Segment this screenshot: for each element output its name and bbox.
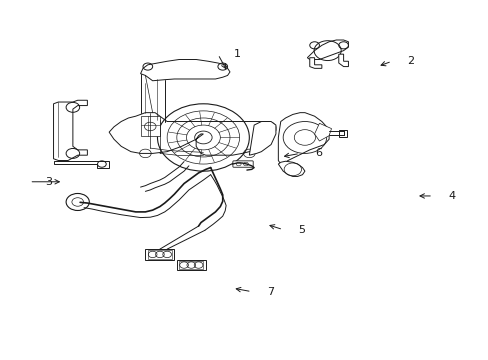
- Polygon shape: [249, 122, 275, 155]
- Polygon shape: [309, 58, 321, 68]
- Text: 4: 4: [447, 191, 455, 201]
- Text: 1: 1: [233, 49, 240, 59]
- Text: 2: 2: [407, 56, 414, 66]
- Polygon shape: [140, 116, 160, 136]
- Text: 7: 7: [266, 287, 274, 297]
- Polygon shape: [53, 100, 87, 161]
- FancyBboxPatch shape: [232, 161, 253, 167]
- Polygon shape: [177, 260, 205, 270]
- Polygon shape: [338, 54, 348, 67]
- FancyBboxPatch shape: [338, 130, 347, 137]
- Text: 6: 6: [315, 148, 322, 158]
- Polygon shape: [145, 249, 174, 260]
- Polygon shape: [140, 59, 229, 81]
- Polygon shape: [53, 161, 109, 168]
- Text: 3: 3: [45, 177, 52, 187]
- Polygon shape: [278, 113, 328, 164]
- Polygon shape: [278, 161, 305, 176]
- Text: 5: 5: [298, 225, 305, 235]
- Polygon shape: [314, 123, 331, 141]
- Polygon shape: [109, 113, 275, 155]
- Polygon shape: [307, 40, 348, 59]
